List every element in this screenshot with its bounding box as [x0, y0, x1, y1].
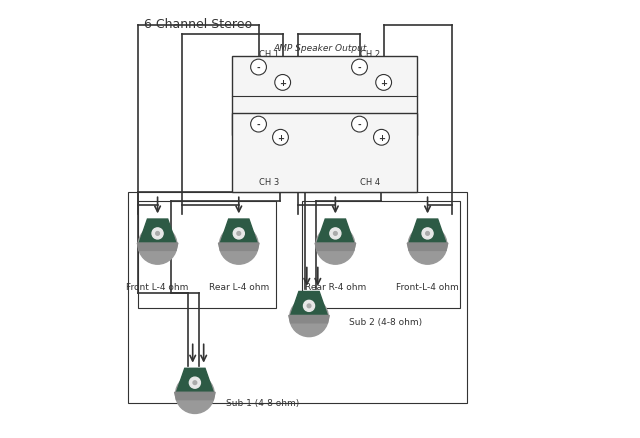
Circle shape: [156, 232, 159, 236]
Circle shape: [220, 226, 258, 265]
Circle shape: [251, 60, 266, 76]
Bar: [128, 193, 467, 403]
Text: CH 2: CH 2: [360, 50, 381, 59]
Text: Front-L-4 ohm: Front-L-4 ohm: [396, 283, 459, 292]
Circle shape: [330, 228, 341, 240]
Text: Sub 1 (4-8 ohm): Sub 1 (4-8 ohm): [226, 399, 299, 407]
Polygon shape: [407, 244, 448, 251]
Circle shape: [193, 381, 196, 385]
Circle shape: [374, 130, 389, 146]
Text: Rear R-4 ohm: Rear R-4 ohm: [305, 283, 366, 292]
Text: -: -: [257, 120, 260, 129]
Circle shape: [351, 117, 367, 133]
Polygon shape: [139, 219, 176, 244]
Text: -: -: [358, 64, 362, 72]
Circle shape: [233, 228, 244, 240]
Text: CH 1: CH 1: [259, 50, 280, 59]
Circle shape: [273, 130, 289, 146]
Circle shape: [333, 232, 337, 236]
Text: 6 Channel Stereo: 6 Channel Stereo: [145, 18, 253, 31]
Polygon shape: [177, 368, 213, 392]
Circle shape: [152, 228, 163, 240]
Circle shape: [303, 300, 314, 312]
Circle shape: [351, 60, 367, 76]
Circle shape: [275, 75, 291, 91]
Polygon shape: [317, 219, 354, 244]
Bar: [232, 114, 417, 193]
Polygon shape: [175, 392, 215, 400]
Text: AMP Speaker Output: AMP Speaker Output: [273, 43, 367, 53]
Bar: [232, 57, 417, 136]
Polygon shape: [218, 244, 259, 251]
Text: -: -: [358, 120, 362, 129]
Bar: [303, 201, 460, 309]
Text: +: +: [380, 79, 387, 88]
Polygon shape: [289, 316, 330, 323]
Circle shape: [307, 304, 311, 308]
Text: Front L-4 ohm: Front L-4 ohm: [126, 283, 189, 292]
Polygon shape: [409, 219, 446, 244]
Circle shape: [189, 377, 200, 389]
Polygon shape: [291, 292, 328, 316]
Text: Rear L-4 ohm: Rear L-4 ohm: [209, 283, 269, 292]
Circle shape: [138, 226, 177, 265]
Circle shape: [426, 232, 429, 236]
Text: +: +: [277, 134, 284, 142]
Circle shape: [376, 75, 392, 91]
Circle shape: [175, 375, 214, 413]
Circle shape: [422, 228, 433, 240]
Text: +: +: [279, 79, 286, 88]
Text: +: +: [378, 134, 385, 142]
Bar: [138, 201, 276, 309]
Polygon shape: [315, 244, 356, 251]
Circle shape: [316, 226, 355, 265]
Text: CH 4: CH 4: [360, 177, 381, 186]
Text: CH 3: CH 3: [259, 177, 280, 186]
Circle shape: [290, 298, 328, 337]
Polygon shape: [138, 244, 178, 251]
Polygon shape: [220, 219, 257, 244]
Text: Sub 2 (4-8 ohm): Sub 2 (4-8 ohm): [349, 318, 422, 326]
Circle shape: [408, 226, 447, 265]
Circle shape: [251, 117, 266, 133]
Circle shape: [237, 232, 241, 236]
Text: -: -: [257, 64, 260, 72]
